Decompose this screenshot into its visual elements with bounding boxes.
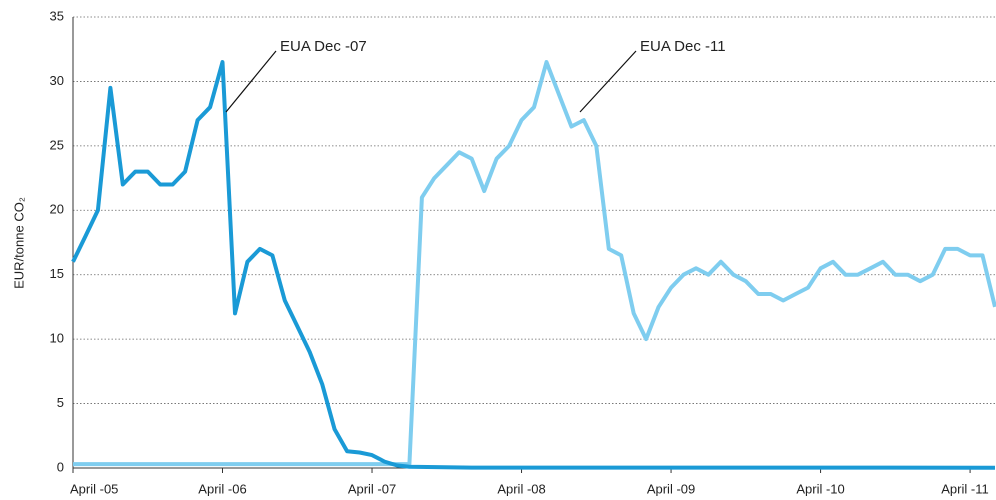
y-tick-label: 0 [57,459,64,474]
series-annotation: EUA Dec -11 [640,38,726,55]
x-tick-label: April -05 [70,481,118,496]
series-line [73,60,996,467]
y-tick-label: 30 [50,73,64,88]
y-tick-label: 20 [50,202,64,217]
x-tick-label: April -08 [497,481,545,496]
x-tick-label: April -09 [647,481,695,496]
y-tick-label: 5 [57,395,64,410]
x-tick-label: April -11 [941,481,988,496]
x-tick-label: April -06 [198,481,246,496]
x-tick-label: April -10 [796,481,844,496]
annotation-line [225,50,277,113]
annotation-line [579,50,637,113]
series-annotation: EUA Dec -07 [280,38,367,55]
series-line [71,60,996,470]
x-tick-label: April -07 [348,481,396,496]
y-tick-label: 25 [50,137,64,152]
y-tick-label: 10 [50,331,64,346]
y-axis-label: EUR/tonne CO₂ [11,197,26,289]
y-tick-label: 15 [50,266,64,281]
y-tick-label: 35 [50,8,64,23]
